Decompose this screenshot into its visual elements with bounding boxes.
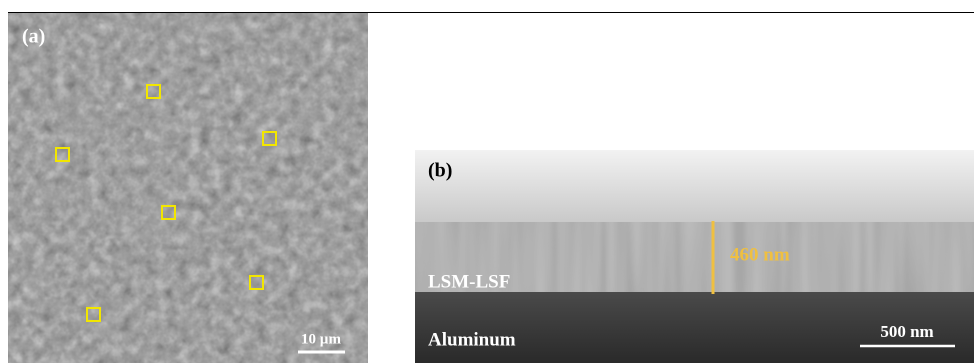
layer-label: LSM-LSF [428, 271, 510, 292]
panel-label: (a) [22, 26, 45, 48]
top-layer [415, 150, 974, 222]
layer-label: Aluminum [428, 329, 516, 350]
page: (a) 10 µm (b) 460 nm LSM-LSF Aluminum 50… [0, 0, 974, 363]
figure: (a) 10 µm (b) 460 nm LSM-LSF Aluminum 50… [0, 0, 974, 363]
scale-bar-label: 10 µm [301, 331, 341, 347]
sem-texture [8, 13, 368, 363]
panel-label: (b) [428, 160, 452, 182]
panel-b: (b) 460 nm LSM-LSF Aluminum 500 nm [415, 150, 974, 363]
scale-bar-label: 500 nm [880, 322, 933, 341]
thickness-label: 460 nm [730, 244, 790, 265]
panel-a: (a) 10 µm [8, 13, 368, 363]
